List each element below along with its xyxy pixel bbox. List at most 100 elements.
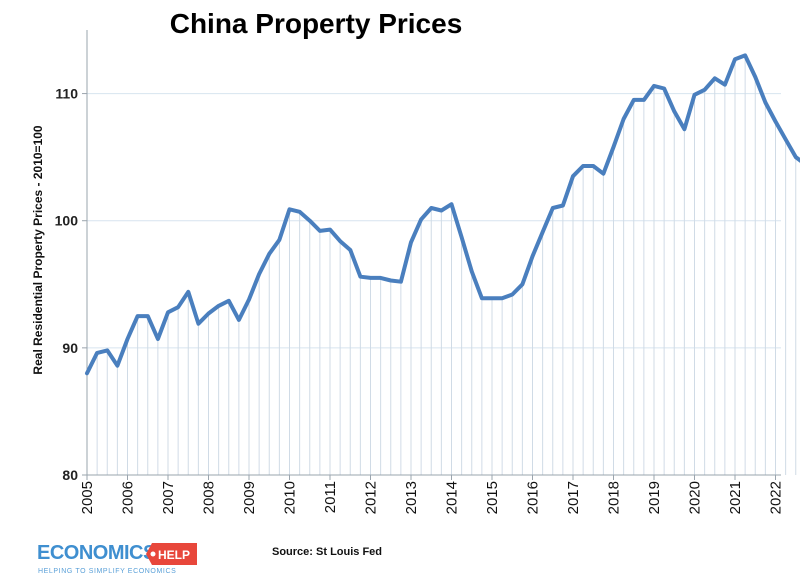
data-point xyxy=(490,296,494,300)
data-point xyxy=(449,202,454,206)
data-point xyxy=(318,229,322,233)
data-point xyxy=(794,155,798,159)
x-tick-label: 2009 xyxy=(241,481,258,514)
data-point xyxy=(733,57,737,61)
data-point xyxy=(196,322,200,326)
logo-subtitle: HELPING TO SIMPLIFY ECONOMICS xyxy=(38,568,176,575)
data-points xyxy=(85,53,798,375)
data-point xyxy=(217,304,221,308)
data-point xyxy=(227,299,231,303)
data-point xyxy=(105,348,109,352)
y-tick-label: 90 xyxy=(62,340,78,356)
data-point xyxy=(146,314,150,318)
data-point xyxy=(409,240,413,244)
data-point xyxy=(551,206,555,210)
x-tick-label: 2022 xyxy=(768,481,785,514)
x-tick-label: 2016 xyxy=(525,481,542,514)
data-point xyxy=(186,290,190,294)
data-point xyxy=(389,278,393,283)
data-point xyxy=(358,275,362,279)
x-tick-label: 2007 xyxy=(160,481,177,514)
data-point xyxy=(784,137,788,141)
data-point xyxy=(136,314,140,318)
x-tick-label: 2010 xyxy=(282,481,299,514)
data-point xyxy=(368,276,373,280)
data-point xyxy=(237,318,241,322)
data-point xyxy=(500,296,504,300)
data-point xyxy=(591,164,595,168)
data-point xyxy=(642,98,646,102)
x-tick-label: 2017 xyxy=(565,481,582,514)
data-point xyxy=(682,127,686,131)
data-point xyxy=(460,235,464,239)
data-point xyxy=(257,272,261,276)
y-tick-label: 80 xyxy=(62,467,78,483)
x-tick-label: 2019 xyxy=(646,481,663,514)
data-point xyxy=(571,174,575,178)
y-tick-labels: 80 90 100 110 xyxy=(55,86,79,483)
x-tick-label: 2006 xyxy=(120,481,137,514)
data-point xyxy=(662,86,666,91)
x-tick-label: 2020 xyxy=(687,481,704,514)
data-point xyxy=(622,117,626,121)
data-point xyxy=(763,100,767,105)
logo-tag-hole xyxy=(150,551,156,557)
data-point xyxy=(247,297,251,302)
y-axis-label: Real Residential Property Prices - 2010=… xyxy=(31,125,45,374)
data-point xyxy=(287,207,292,211)
logo-tag-text: HELP xyxy=(158,548,190,562)
axes xyxy=(86,30,781,476)
data-point xyxy=(399,280,403,284)
x-tick-label: 2015 xyxy=(484,481,501,514)
x-tick-label: 2008 xyxy=(201,481,218,514)
data-point xyxy=(298,210,302,214)
logo-main-text: ECONOMICS xyxy=(37,542,156,564)
data-point xyxy=(611,145,616,149)
x-tick-label: 2013 xyxy=(403,481,420,514)
data-point xyxy=(743,53,747,58)
data-point xyxy=(703,88,707,92)
data-point xyxy=(541,230,545,234)
data-point xyxy=(581,164,585,168)
data-point xyxy=(379,276,383,280)
data-point xyxy=(308,219,312,223)
y-tick-label: 100 xyxy=(55,213,79,229)
data-point xyxy=(632,98,636,102)
data-point xyxy=(95,351,99,355)
x-tick-label: 2005 xyxy=(79,481,96,514)
data-point xyxy=(156,337,160,341)
x-tick-label: 2012 xyxy=(363,481,380,514)
data-point xyxy=(166,310,170,314)
data-point xyxy=(672,109,676,113)
data-point xyxy=(530,254,535,258)
data-point xyxy=(713,76,717,80)
data-point xyxy=(328,228,332,232)
data-point xyxy=(520,282,524,286)
data-point xyxy=(753,75,757,79)
data-point xyxy=(115,364,119,368)
data-point xyxy=(480,296,484,300)
x-tick-label: 2011 xyxy=(322,481,339,513)
data-point xyxy=(176,305,180,309)
source-note: Source: St Louis Fed xyxy=(272,546,382,558)
data-point xyxy=(652,84,656,88)
data-point xyxy=(125,337,130,341)
x-tick-labels: 2005 2006 2007 2008 2009 2010 2011 2012 2013 2014… xyxy=(79,475,785,514)
data-point xyxy=(723,83,727,87)
logo-tag-shape xyxy=(146,543,197,565)
data-point xyxy=(419,217,423,222)
x-tick-label: 2018 xyxy=(606,481,623,514)
data-point xyxy=(773,119,778,124)
data-point xyxy=(470,269,474,274)
economics-help-logo: ECONOMICS HELP HELPING TO SIMPLIFY ECONO… xyxy=(37,542,197,575)
data-point xyxy=(692,93,697,97)
data-point xyxy=(85,371,89,375)
x-tick-label: 2021 xyxy=(727,481,744,514)
data-point xyxy=(338,239,342,243)
y-tick-label: 110 xyxy=(55,86,78,102)
data-point xyxy=(267,252,271,256)
series-line xyxy=(85,53,800,376)
x-tick-label: 2014 xyxy=(444,481,461,514)
data-point xyxy=(510,292,514,297)
